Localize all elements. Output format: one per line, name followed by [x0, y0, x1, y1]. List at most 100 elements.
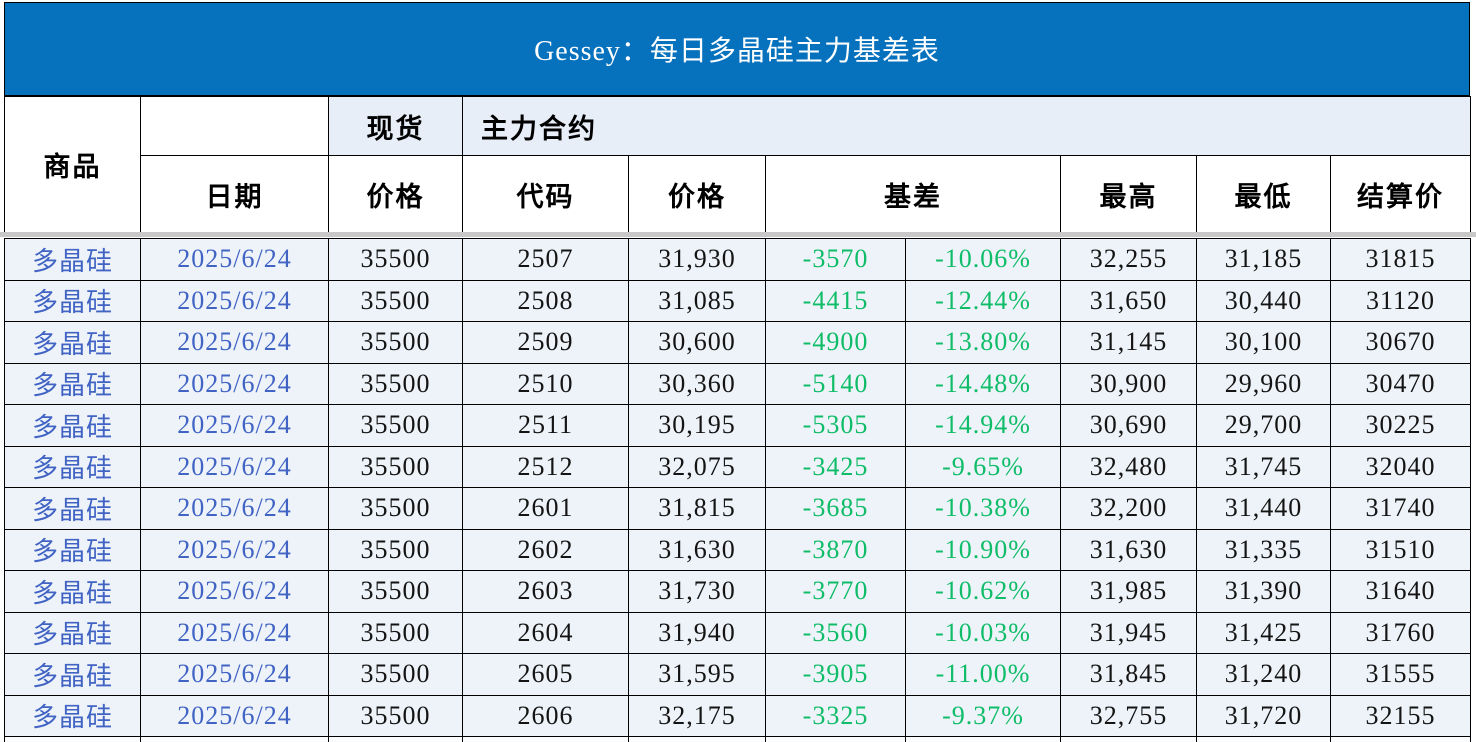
cell-settle: 31510: [1330, 528, 1471, 571]
cell-price: 32,175: [628, 694, 766, 737]
cell-basis-pct: -10.38%: [905, 487, 1061, 530]
cell-high: 31,945: [1060, 611, 1197, 654]
cell-basis: -3685: [765, 487, 906, 530]
cell-basis-pct: -10.06%: [905, 238, 1061, 281]
cell-code: 2602: [462, 528, 629, 571]
cell-commodity: 多晶硅: [4, 528, 141, 571]
cell-basis-pct: -13.80%: [905, 321, 1061, 364]
cell-low: 31,440: [1196, 487, 1331, 530]
cell-date: 2025/6/24: [140, 611, 329, 654]
cell-price: 31,940: [628, 611, 766, 654]
cell-basis-pct: -10.90%: [905, 528, 1061, 571]
cell-commodity: 多晶硅: [4, 279, 141, 322]
cell-code: 2604: [462, 611, 629, 654]
cell-date: 2025/6/24: [140, 404, 329, 447]
cell-low: 29,700: [1196, 404, 1331, 447]
cell-commodity: 多晶硅: [4, 653, 141, 696]
header-date: 日期: [140, 155, 329, 233]
cell-price: 31,815: [628, 487, 766, 530]
cell-spot-price: 35500: [328, 238, 463, 281]
cell-empty: [1196, 736, 1331, 742]
cell-price: 30,600: [628, 321, 766, 364]
cell-empty: [628, 736, 766, 742]
cell-spot-price: 35500: [328, 528, 463, 571]
cell-code: 2508: [462, 279, 629, 322]
cell-empty: [462, 736, 629, 742]
cell-commodity: 多晶硅: [4, 487, 141, 530]
cell-commodity: 多晶硅: [4, 694, 141, 737]
cell-low: 31,745: [1196, 445, 1331, 488]
cell-settle: 32040: [1330, 445, 1471, 488]
cell-settle: 31815: [1330, 238, 1471, 281]
header-settlement: 结算价: [1329, 155, 1472, 233]
table-row: 多晶硅 2025/6/24 35500 2511 30,195 -5305 -1…: [4, 404, 1471, 447]
cell-low: 31,185: [1196, 238, 1331, 281]
cell-commodity: 多晶硅: [4, 362, 141, 405]
cell-date: 2025/6/24: [140, 487, 329, 530]
cell-high: 32,255: [1060, 238, 1197, 281]
cell-low: 31,390: [1196, 570, 1331, 613]
cell-high: 30,690: [1060, 404, 1197, 447]
cell-low: 31,335: [1196, 528, 1331, 571]
cell-basis: -4415: [765, 279, 906, 322]
table-row: 多晶硅 2025/6/24 35500 2606 32,175 -3325 -9…: [4, 694, 1471, 737]
cell-commodity: 多晶硅: [4, 404, 141, 447]
cell-settle: 30470: [1330, 362, 1471, 405]
header-main-contract: 主力合约: [461, 96, 1472, 156]
table-row: 多晶硅 2025/6/24 35500 2604 31,940 -3560 -1…: [4, 611, 1471, 654]
cell-code: 2510: [462, 362, 629, 405]
cell-commodity: 多晶硅: [4, 611, 141, 654]
cell-basis: -3325: [765, 694, 906, 737]
header-basis: 基差: [765, 155, 1061, 233]
cell-commodity: 多晶硅: [4, 570, 141, 613]
cell-empty: [1330, 736, 1471, 742]
cell-basis: -3425: [765, 445, 906, 488]
cell-low: 29,960: [1196, 362, 1331, 405]
cell-empty: [905, 736, 1061, 742]
table-row: 多晶硅 2025/6/24 35500 2605 31,595 -3905 -1…: [4, 653, 1471, 696]
cell-date: 2025/6/24: [140, 321, 329, 364]
table-row: 多晶硅 2025/6/24 35500 2602 31,630 -3870 -1…: [4, 528, 1471, 571]
cell-spot-price: 35500: [328, 694, 463, 737]
table-row: 多晶硅 2025/6/24 35500 2507 31,930 -3570 -1…: [4, 238, 1471, 281]
cell-settle: 31120: [1330, 279, 1471, 322]
cell-commodity: 多晶硅: [4, 445, 141, 488]
table-row: 多晶硅 2025/6/24 35500 2512 32,075 -3425 -9…: [4, 445, 1471, 488]
cell-high: 30,900: [1060, 362, 1197, 405]
cell-low: 30,440: [1196, 279, 1331, 322]
cell-spot-price: 35500: [328, 570, 463, 613]
cell-high: 31,630: [1060, 528, 1197, 571]
cell-empty: [765, 736, 906, 742]
cell-spot-price: 35500: [328, 321, 463, 364]
table-row: 多晶硅 2025/6/24 35500 2508 31,085 -4415 -1…: [4, 279, 1471, 322]
page-title: Gessey：每日多晶硅主力基差表: [534, 36, 940, 67]
cell-spot-price: 35500: [328, 611, 463, 654]
basis-table-sheet: Gessey：每日多晶硅主力基差表 商品 现货 主力合约 日期 价格 代码 价格…: [4, 2, 1472, 742]
header-code: 代码: [462, 155, 629, 233]
cell-empty: [140, 736, 329, 742]
cell-settle: 31640: [1330, 570, 1471, 613]
cell-low: 31,720: [1196, 694, 1331, 737]
cell-high: 31,650: [1060, 279, 1197, 322]
cell-low: 31,425: [1196, 611, 1331, 654]
cell-settle: 30225: [1330, 404, 1471, 447]
cell-high: 32,755: [1060, 694, 1197, 737]
cell-price: 30,360: [628, 362, 766, 405]
cell-basis-pct: -10.62%: [905, 570, 1061, 613]
cell-price: 32,075: [628, 445, 766, 488]
cell-spot-price: 35500: [328, 362, 463, 405]
cell-code: 2605: [462, 653, 629, 696]
header-freeze-divider: [0, 232, 1476, 237]
cell-basis-pct: -14.48%: [905, 362, 1061, 405]
cell-high: 31,145: [1060, 321, 1197, 364]
cell-spot-price: 35500: [328, 653, 463, 696]
cell-price: 31,085: [628, 279, 766, 322]
cell-price: 31,595: [628, 653, 766, 696]
cell-commodity: 多晶硅: [4, 321, 141, 364]
cell-basis: -4900: [765, 321, 906, 364]
cell-date: 2025/6/24: [140, 653, 329, 696]
cell-price: 31,730: [628, 570, 766, 613]
cell-empty: [1060, 736, 1197, 742]
cell-date: 2025/6/24: [140, 694, 329, 737]
